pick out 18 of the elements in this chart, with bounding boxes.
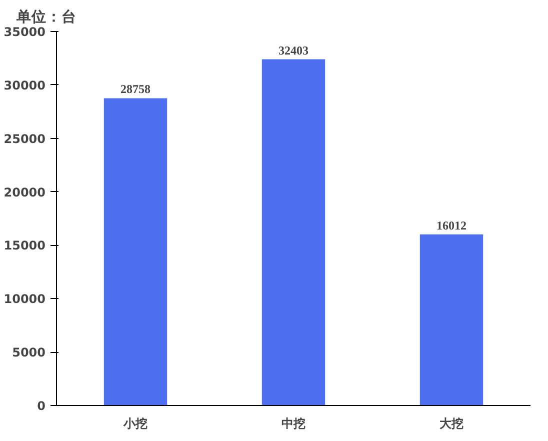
y-tick-label: 20000	[4, 185, 46, 200]
text: 单位：台	[16, 8, 76, 26]
y-tick-label: 0	[37, 399, 46, 413]
bar	[262, 59, 326, 406]
x-tick-label: 小挖	[122, 416, 148, 430]
y-tick-label: 25000	[4, 132, 46, 146]
y-tick-label: 35000	[4, 25, 46, 39]
y-tick-label: 30000	[4, 78, 46, 92]
x-tick-label: 大挖	[440, 416, 464, 430]
bar	[104, 98, 168, 406]
y-tick-label: 15000	[4, 238, 46, 253]
data-label: 32403	[278, 43, 308, 58]
bar	[420, 234, 484, 406]
y-tick-label: 10000	[4, 292, 46, 306]
x-tick-label: 中挖	[282, 416, 306, 430]
data-label: 16012	[436, 218, 466, 232]
data-label: 28758	[120, 82, 150, 96]
y-tick-label: 5000	[12, 346, 46, 360]
